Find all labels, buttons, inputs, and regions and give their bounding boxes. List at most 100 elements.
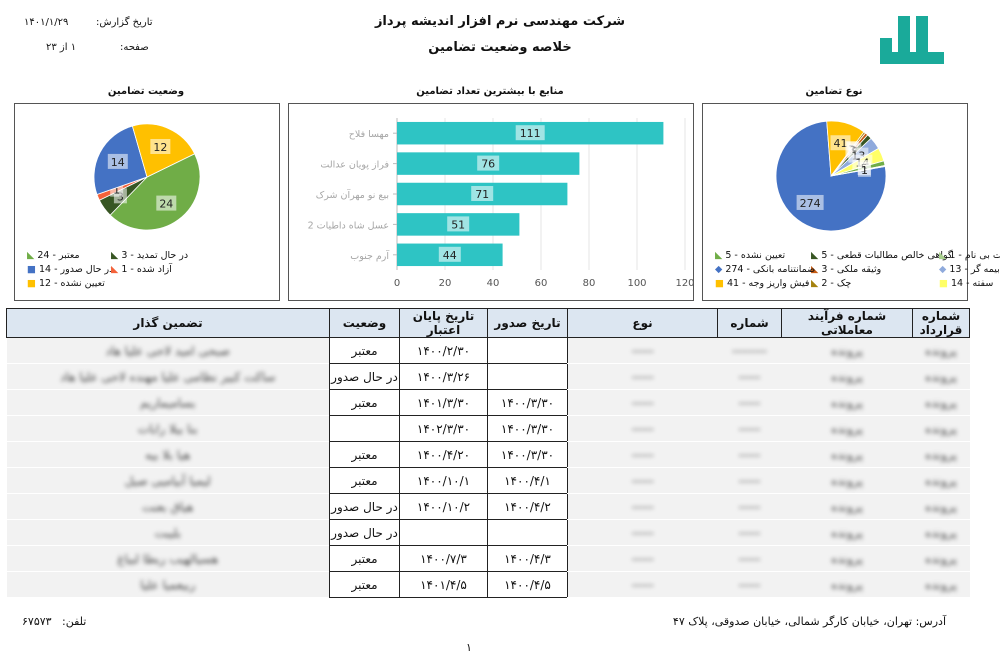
types-legend-item: ■ فیش واریز وجه - 41: [715, 278, 810, 289]
status-legend-item: ◣ در حال تمدید - 3: [111, 250, 189, 261]
table-header-row: شماره قرارداد شماره فرآیند معاملاتی شمار…: [6, 308, 970, 338]
table-row[interactable]: پرونده پرونده ----- ----- ۱۴۰۰/۳/۳۰ ۱۴۰۲/۳/۳۰…: [6, 415, 970, 442]
table-cell-process: پرونده: [781, 441, 913, 468]
legend-swatch-icon: ■: [939, 278, 951, 289]
footer-phone-label: تلفن:: [62, 615, 87, 628]
table-cell-type: -----: [567, 545, 718, 572]
table-row[interactable]: پرونده پرونده ----- ----- ۱۴۰۰/۳/۲۶ در حال صد…: [6, 363, 970, 390]
table-row[interactable]: پرونده پرونده ----- ----- در حال صدور بلیبت: [6, 519, 970, 546]
col-header-status[interactable]: وضعیت: [329, 308, 400, 338]
sources-bar-chart: 0 20 40 60 80 100 120 111 مهسا فلاح 76 فراز پویان …: [308, 118, 695, 289]
table-cell-issue: ۱۴۰۰/۴/۲: [487, 493, 568, 520]
legend-swatch-icon: ◣: [27, 250, 38, 261]
table-cell-expire: ۱۴۰۰/۷/۳: [399, 545, 488, 572]
status-legend-item: ■ در حال صدور - 14: [27, 264, 114, 275]
table-cell-process: پرونده: [781, 363, 913, 390]
col-header-expire-date[interactable]: تاریخ پایان اعتبار: [399, 308, 488, 338]
table-cell-guarantor: هیا بلا بیه: [6, 441, 330, 468]
status-legend-item: ◣ آزاد شده - 1: [111, 264, 172, 275]
data-label: 51: [451, 218, 465, 231]
types-legend-item: ◣ تعیین نشده - 5: [715, 250, 786, 261]
table-cell-status: معتبر: [329, 467, 400, 494]
status-chart: 24 3 1 14 12 ◣ معتبر - 24 ◣ در حال تمدید - 3…: [14, 103, 280, 301]
x-tick-label: 120: [675, 278, 693, 289]
types-legend-item: ◣ ارکت بی نام - 1: [939, 250, 1000, 261]
col-header-guarantor[interactable]: تضمین گذار: [6, 308, 330, 338]
table-cell-number: --------: [717, 337, 782, 364]
table-row[interactable]: پرونده پرونده ----- ----- ۱۴۰۰/۴/۲ ۱۴۰۰/۱۰/۲ د…: [6, 493, 970, 520]
col-header-process[interactable]: شماره فرآیند معاملاتی: [781, 308, 913, 338]
x-tick-label: 40: [487, 278, 500, 289]
table-cell-number: -----: [717, 363, 782, 390]
table-row[interactable]: پرونده پرونده -------- ----- ۱۴۰۰/۲/۳۰ معتبر ص…: [6, 337, 970, 364]
table-cell-number: -----: [717, 545, 782, 572]
table-cell-status: معتبر: [329, 337, 400, 364]
data-label: 14: [111, 156, 125, 169]
table-cell-process: پرونده: [781, 519, 913, 546]
table-cell-issue: ۱۴۰۰/۴/۳: [487, 545, 568, 572]
table-cell-type: -----: [567, 441, 718, 468]
table-cell-process: پرونده: [781, 545, 913, 572]
table-cell-number: -----: [717, 467, 782, 494]
x-tick-label: 80: [583, 278, 596, 289]
table-cell-contract: پرونده: [912, 493, 970, 520]
y-tick-label: فراز پویان عدالت: [320, 160, 389, 171]
table-cell-number: -----: [717, 571, 782, 598]
table-cell-type: -----: [567, 415, 718, 442]
legend-swatch-icon: ■: [27, 264, 39, 275]
table-cell-contract: پرونده: [912, 545, 970, 572]
x-tick-label: 60: [535, 278, 548, 289]
table-cell-contract: پرونده: [912, 389, 970, 416]
legend-swatch-icon: ◆: [939, 264, 950, 275]
col-header-issue-date[interactable]: تاریخ صدور: [487, 308, 568, 338]
types-legend-item: ■ سفته - 14: [939, 278, 994, 289]
legend-swatch-icon: ◣: [811, 250, 822, 261]
table-cell-status: در حال صدور: [329, 493, 400, 520]
report-date: ۱۴۰۱/۱/۲۹: [24, 17, 69, 28]
report-date-label: تاریخ گزارش:: [96, 17, 153, 28]
table-cell-type: -----: [567, 493, 718, 520]
table-cell-number: -----: [717, 493, 782, 520]
table-cell-number: -----: [717, 415, 782, 442]
data-label-bg: [796, 194, 824, 210]
table-cell-guarantor: ربیعمیا علیا: [6, 571, 330, 598]
col-header-type[interactable]: نوع: [567, 308, 718, 338]
footer-page-number: ۱: [466, 641, 472, 654]
table-cell-issue: ۱۴۰۰/۴/۵: [487, 571, 568, 598]
table-cell-status: [329, 415, 400, 442]
table-cell-status: معتبر: [329, 545, 400, 572]
report-title: خلاصه وضعیت تضامین: [428, 40, 572, 55]
table-row[interactable]: پرونده پرونده ----- ----- ۱۴۰۰/۴/۱ ۱۴۰۰/۱۰/۱ م…: [6, 467, 970, 494]
logo-icon: [880, 16, 944, 64]
table-row[interactable]: پرونده پرونده ----- ----- ۱۴۰۰/۴/۳ ۱۴۰۰/۷/۳ مع…: [6, 545, 970, 572]
data-label: 41: [833, 137, 847, 150]
table-cell-number: -----: [717, 441, 782, 468]
status-chart-title: وضعیت تضامین: [107, 86, 185, 97]
table-cell-contract: پرونده: [912, 467, 970, 494]
table-cell-process: پرونده: [781, 493, 913, 520]
table-row[interactable]: پرونده پرونده ----- ----- ۱۴۰۰/۴/۵ ۱۴۰۱/۴/۵ مع…: [6, 571, 970, 598]
y-tick-label: بیع نو مهرآن شرک: [316, 188, 389, 201]
page-label: صفحه:: [120, 42, 149, 53]
table-cell-type: -----: [567, 467, 718, 494]
table-cell-type: -----: [567, 337, 718, 364]
types-legend-item: ◣ گواهی خالص مطالبات قطعی - 5: [811, 250, 953, 261]
y-tick-label: مهسا فلاح: [349, 129, 389, 140]
pie-slice: [109, 153, 201, 231]
types-pie: 27441235131451: [775, 120, 887, 232]
types-legend-item: ◆ ت بیمه گر - 13: [939, 264, 1000, 275]
table-row[interactable]: پرونده پرونده ----- ----- ۱۴۰۰/۳/۳۰ ۱۴۰۰/۴/۲۰…: [6, 441, 970, 468]
col-header-number[interactable]: شماره: [717, 308, 782, 338]
data-label-bg: [447, 216, 470, 232]
data-label: 111: [520, 127, 541, 140]
table-cell-guarantor: هسیالهیب ربطا لبیاغ: [6, 545, 330, 572]
table-cell-contract: پرونده: [912, 337, 970, 364]
table-cell-issue: [487, 337, 568, 364]
table-row[interactable]: پرونده پرونده ----- ----- ۱۴۰۰/۳/۳۰ ۱۴۰۱/۳/۳۰…: [6, 389, 970, 416]
col-header-contract[interactable]: شماره قرارداد: [912, 308, 970, 338]
legend-swatch-icon: ■: [715, 278, 727, 289]
status-legend-item: ◣ معتبر - 24: [27, 250, 80, 261]
table-cell-guarantor: هیاق بعنت: [6, 493, 330, 520]
table-cell-number: -----: [717, 389, 782, 416]
table-cell-expire: ۱۴۰۱/۳/۳۰: [399, 389, 488, 416]
